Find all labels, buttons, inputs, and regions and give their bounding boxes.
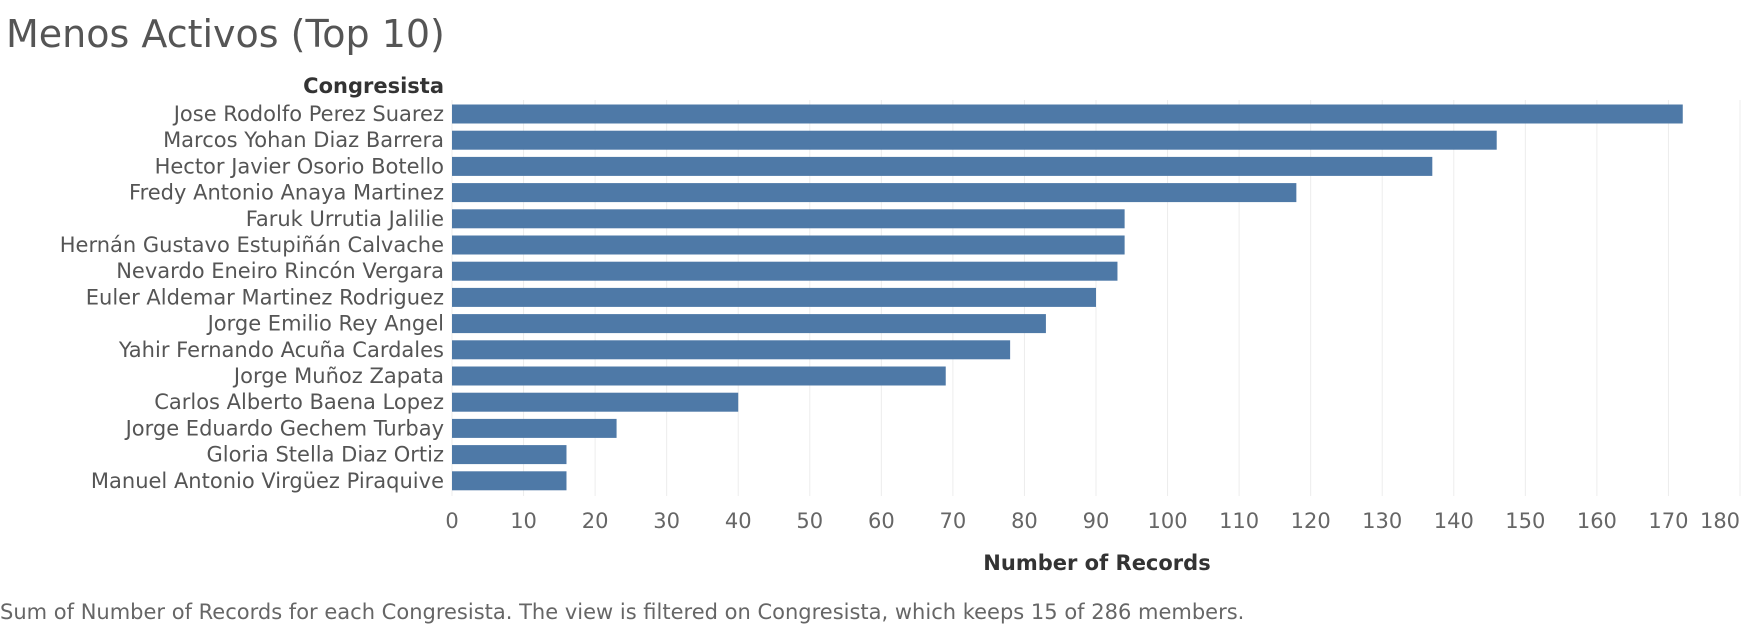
category-label: Faruk Urrutia Jalilie	[246, 207, 444, 231]
x-tick-label: 150	[1505, 509, 1545, 533]
category-label: Jorge Muñoz Zapata	[232, 364, 444, 388]
bar[interactable]	[452, 471, 567, 491]
x-axis-ticks: 0 10 20 30 40 50 60 70 80 90 100 110 120 130 140 150 160…	[445, 509, 1740, 533]
chart-caption: Sum of Number of Records for each Congre…	[0, 600, 1245, 624]
category-label: Gloria Stella Diaz Ortiz	[207, 443, 445, 467]
bar[interactable]	[452, 314, 1046, 334]
category-label: Fredy Antonio Anaya Martinez	[129, 181, 444, 205]
x-tick-label: 0	[445, 509, 458, 533]
x-tick-label: 30	[653, 509, 680, 533]
bar[interactable]	[452, 130, 1497, 150]
bar[interactable]	[452, 418, 617, 438]
category-label: Jorge Eduardo Gechem Turbay	[124, 416, 444, 440]
category-header: Congresista	[303, 74, 444, 98]
category-label: Hector Javier Osorio Botello	[155, 154, 444, 178]
bar[interactable]	[452, 445, 567, 465]
x-tick-label: 180	[1700, 509, 1740, 533]
x-tick-label: 40	[725, 509, 752, 533]
x-tick-label: 50	[796, 509, 823, 533]
x-tick-label: 70	[940, 509, 967, 533]
category-label: Nevardo Eneiro Rincón Vergara	[116, 259, 444, 283]
bar[interactable]	[452, 340, 1011, 360]
x-tick-label: 160	[1577, 509, 1617, 533]
bar[interactable]	[452, 366, 946, 386]
bar[interactable]	[452, 156, 1433, 176]
category-label: Jose Rodolfo Perez Suarez	[172, 102, 444, 126]
bar[interactable]	[452, 261, 1118, 281]
x-tick-label: 80	[1011, 509, 1038, 533]
bar[interactable]	[452, 235, 1125, 255]
bar[interactable]	[452, 392, 739, 412]
x-tick-label: 170	[1648, 509, 1688, 533]
x-tick-label: 140	[1434, 509, 1474, 533]
bar[interactable]	[452, 287, 1096, 307]
category-label: Euler Aldemar Martinez Rodriguez	[86, 285, 444, 309]
bars-layer	[452, 104, 1683, 491]
category-label: Jorge Emilio Rey Angel	[206, 312, 444, 336]
x-tick-label: 90	[1083, 509, 1110, 533]
x-tick-label: 60	[868, 509, 895, 533]
category-label: Yahir Fernando Acuña Cardales	[118, 338, 444, 362]
chart-title: Menos Activos (Top 10)	[6, 12, 445, 56]
x-tick-label: 100	[1148, 509, 1188, 533]
category-label: Manuel Antonio Virgüez Piraquive	[91, 469, 444, 493]
x-tick-label: 20	[582, 509, 609, 533]
bar-chart: Congresista Jose Rodolfo Perez SuarezMar…	[60, 74, 1741, 575]
x-tick-label: 120	[1291, 509, 1331, 533]
bar[interactable]	[452, 104, 1683, 124]
bar[interactable]	[452, 183, 1297, 203]
bar[interactable]	[452, 209, 1125, 229]
x-tick-label: 10	[510, 509, 537, 533]
x-axis-title: Number of Records	[983, 551, 1210, 575]
x-tick-label: 110	[1219, 509, 1259, 533]
x-tick-label: 130	[1362, 509, 1402, 533]
category-label: Carlos Alberto Baena Lopez	[154, 390, 444, 414]
category-label: Marcos Yohan Diaz Barrera	[163, 128, 444, 152]
category-label: Hernán Gustavo Estupiñán Calvache	[60, 233, 444, 257]
